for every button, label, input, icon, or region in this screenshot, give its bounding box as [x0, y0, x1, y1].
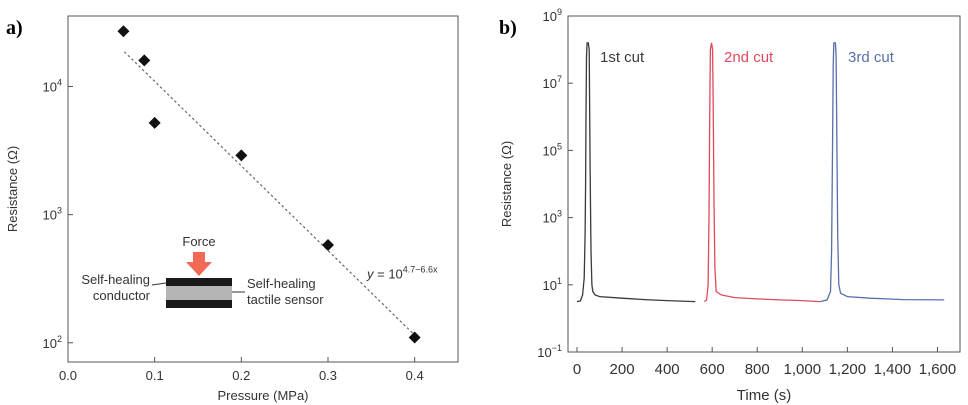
top-conductor-layer	[166, 278, 232, 286]
y-tick-label: 105	[543, 141, 562, 158]
panel-label-b: b)	[499, 17, 517, 39]
panel-a-x-ticks: 0.0 0.1 0.2 0.3 0.4	[59, 357, 424, 383]
x-tick-label: 1,400	[874, 361, 912, 378]
panel-b-series	[576, 42, 945, 303]
data-point	[148, 116, 161, 129]
left-label-line2: conductor	[93, 288, 151, 303]
series-line	[820, 42, 945, 303]
panel-a-pressure-chart: a) 0.0 0.1 0.2 0.3 0.4 102 103 104 y = 104.7−6…	[5, 15, 459, 403]
y-tick-label: 10−1	[537, 343, 562, 360]
panel-a-y-axis-label: Resistance (Ω)	[5, 146, 20, 232]
x-tick-label: 400	[655, 361, 680, 378]
force-label: Force	[182, 234, 215, 249]
x-tick-label: 1,200	[829, 361, 867, 378]
x-tick-label: 0.4	[406, 368, 424, 383]
data-point	[138, 54, 151, 67]
left-label-line1: Self-healing	[81, 272, 150, 287]
series-line	[703, 42, 821, 303]
y-tick-label: 101	[543, 276, 562, 293]
sensor-schematic-inset: Force Self-healing conductor Self-healin…	[81, 234, 324, 308]
data-point	[408, 331, 421, 344]
panel-a-plot-frame	[67, 15, 459, 363]
data-point	[322, 238, 334, 251]
panel-b-y-axis-label: Resistance (Ω)	[499, 141, 514, 227]
panel-a-y-ticks: 102 103 104	[43, 77, 73, 351]
x-tick-label: 0.2	[232, 368, 250, 383]
y-tick-label: 102	[43, 334, 62, 351]
middle-dielectric-layer	[166, 286, 232, 300]
x-tick-label: 600	[700, 361, 725, 378]
panel-b-x-ticks: 0 200 400 600 800 1,000 1,200 1,400 1,600	[573, 347, 956, 378]
fit-equation-label: y = 104.7−6.6x	[366, 265, 438, 282]
series-label: 3rd cut	[848, 49, 895, 66]
y-tick-label: 103	[43, 206, 62, 223]
right-label-line2: tactile sensor	[247, 292, 324, 307]
x-tick-label: 0.1	[146, 368, 164, 383]
x-tick-label: 1,000	[784, 361, 822, 378]
x-tick-label: 0.0	[59, 368, 77, 383]
left-leader-line	[151, 282, 167, 286]
x-tick-label: 0	[573, 361, 581, 378]
panel-b-time-chart: b) 0 200 400 600 800 1,000 1,200 1,400 1,600 10−…	[499, 7, 961, 404]
x-tick-label: 0.3	[319, 368, 337, 383]
panel-b-y-ticks: 10−1 101 103 105 107 109	[537, 7, 573, 360]
y-tick-label: 107	[543, 74, 562, 91]
panel-a-x-axis-label: Pressure (MPa)	[217, 388, 308, 403]
series-label: 1st cut	[600, 49, 645, 66]
panel-b-plot-frame	[567, 15, 961, 353]
panel-b-x-axis-label: Time (s)	[737, 387, 791, 404]
data-point	[235, 149, 248, 162]
y-tick-label: 109	[543, 7, 562, 24]
x-tick-label: 1,600	[919, 361, 957, 378]
y-tick-label: 104	[43, 77, 62, 94]
x-tick-label: 200	[610, 361, 635, 378]
series-line	[576, 42, 696, 303]
bottom-conductor-layer	[166, 300, 232, 308]
right-label-line1: Self-healing	[247, 276, 316, 291]
panel-label-a: a)	[6, 17, 23, 39]
panel-b-cut-labels: 1st cut 2nd cut 3rd cut	[600, 49, 895, 66]
force-arrow-icon	[186, 252, 212, 276]
y-tick-label: 103	[543, 209, 562, 226]
series-label: 2nd cut	[724, 49, 774, 66]
panel-a-data-points	[117, 25, 421, 344]
x-tick-label: 800	[745, 361, 770, 378]
data-point	[117, 25, 130, 38]
